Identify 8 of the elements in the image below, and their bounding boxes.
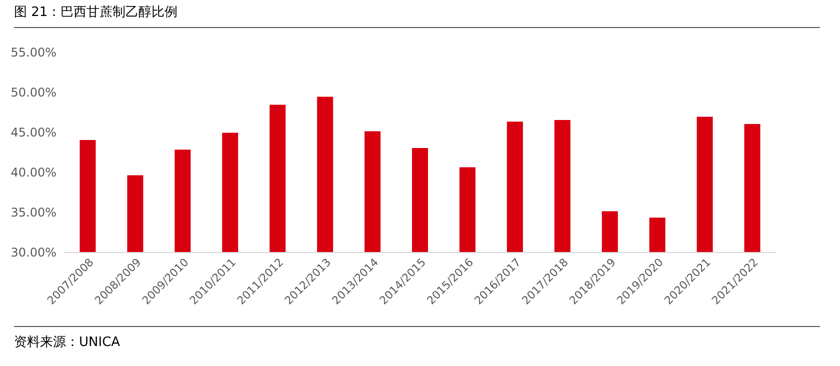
y-tick-label: 40.00% — [10, 166, 56, 180]
y-tick-label: 50.00% — [10, 86, 56, 100]
y-tick-label: 45.00% — [10, 126, 56, 140]
y-tick-label: 35.00% — [10, 206, 56, 220]
y-tick-label: 30.00% — [10, 246, 56, 260]
y-tick-label: 55.00% — [10, 46, 56, 60]
text: 资料来源：UNICA — [14, 326, 820, 351]
chart-title: 图 21：巴西甘蔗制乙醇比例 — [14, 3, 820, 28]
